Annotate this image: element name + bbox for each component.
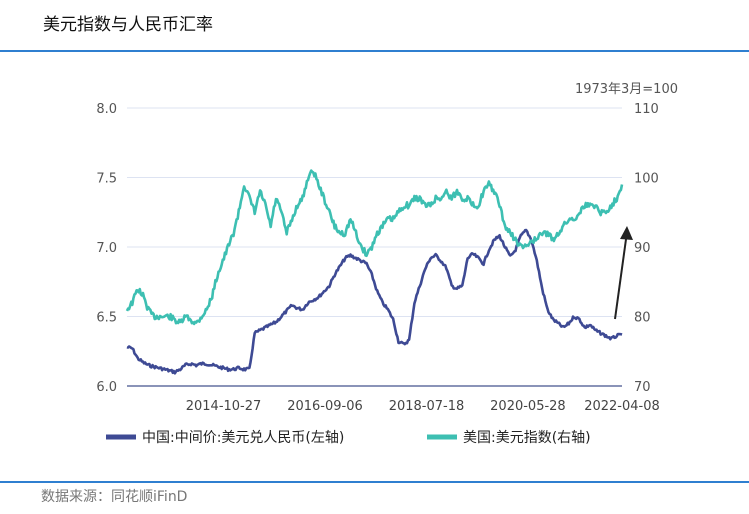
y-right-tick-label: 110: [634, 102, 659, 117]
legend-label-dxy: 美国:美元指数(右轴): [463, 430, 591, 446]
axes: 6.0 6.5 7.0 7.5 8.0 70 80 90 100 110 2014-10-27 201…: [96, 102, 659, 414]
title-divider: [0, 50, 749, 52]
x-tick-label: 2022-04-08: [584, 399, 660, 414]
y-left-tick-label: 6.5: [96, 311, 117, 326]
legend-label-cny: 中国:中间价:美元兑人民币(左轴): [142, 430, 344, 446]
arrow-shaft: [614, 231, 628, 320]
legend-item-cny: 中国:中间价:美元兑人民币(左轴): [106, 430, 344, 446]
x-tick-label: 2014-10-27: [186, 399, 262, 414]
grid-lines: [127, 107, 622, 317]
legend: 中国:中间价:美元兑人民币(左轴) 美国:美元指数(右轴): [106, 430, 591, 446]
footer-divider: [0, 481, 749, 483]
y-right-tick-label: 80: [634, 311, 651, 326]
legend-item-dxy: 美国:美元指数(右轴): [427, 430, 591, 446]
x-tick-label: 2016-09-06: [287, 399, 363, 414]
series-layer: [125, 169, 624, 375]
x-tick-label: 2018-07-18: [389, 399, 465, 414]
series-line-dxy: [125, 169, 624, 326]
page-title: 美元指数与人民币汇率: [43, 15, 213, 35]
y-left-tick-label: 7.0: [96, 241, 117, 256]
series-line-cny: [126, 228, 623, 375]
y-left-tick-label: 6.0: [96, 380, 117, 395]
y-right-tick-label: 90: [634, 241, 651, 256]
trend-arrow: [614, 226, 633, 320]
base-annotation: 1973年3月=100: [575, 82, 678, 97]
y-right-tick-label: 70: [634, 380, 651, 395]
arrow-head: [620, 226, 633, 240]
y-left-tick-label: 8.0: [96, 102, 117, 117]
x-tick-label: 2020-05-28: [490, 399, 566, 414]
chart: 6.0 6.5 7.0 7.5 8.0 70 80 90 100 110 2014-10-27 201…: [96, 82, 678, 446]
data-source: 数据来源：同花顺iFinD: [41, 489, 188, 505]
y-right-tick-label: 100: [634, 172, 659, 187]
y-left-tick-label: 7.5: [96, 172, 117, 187]
